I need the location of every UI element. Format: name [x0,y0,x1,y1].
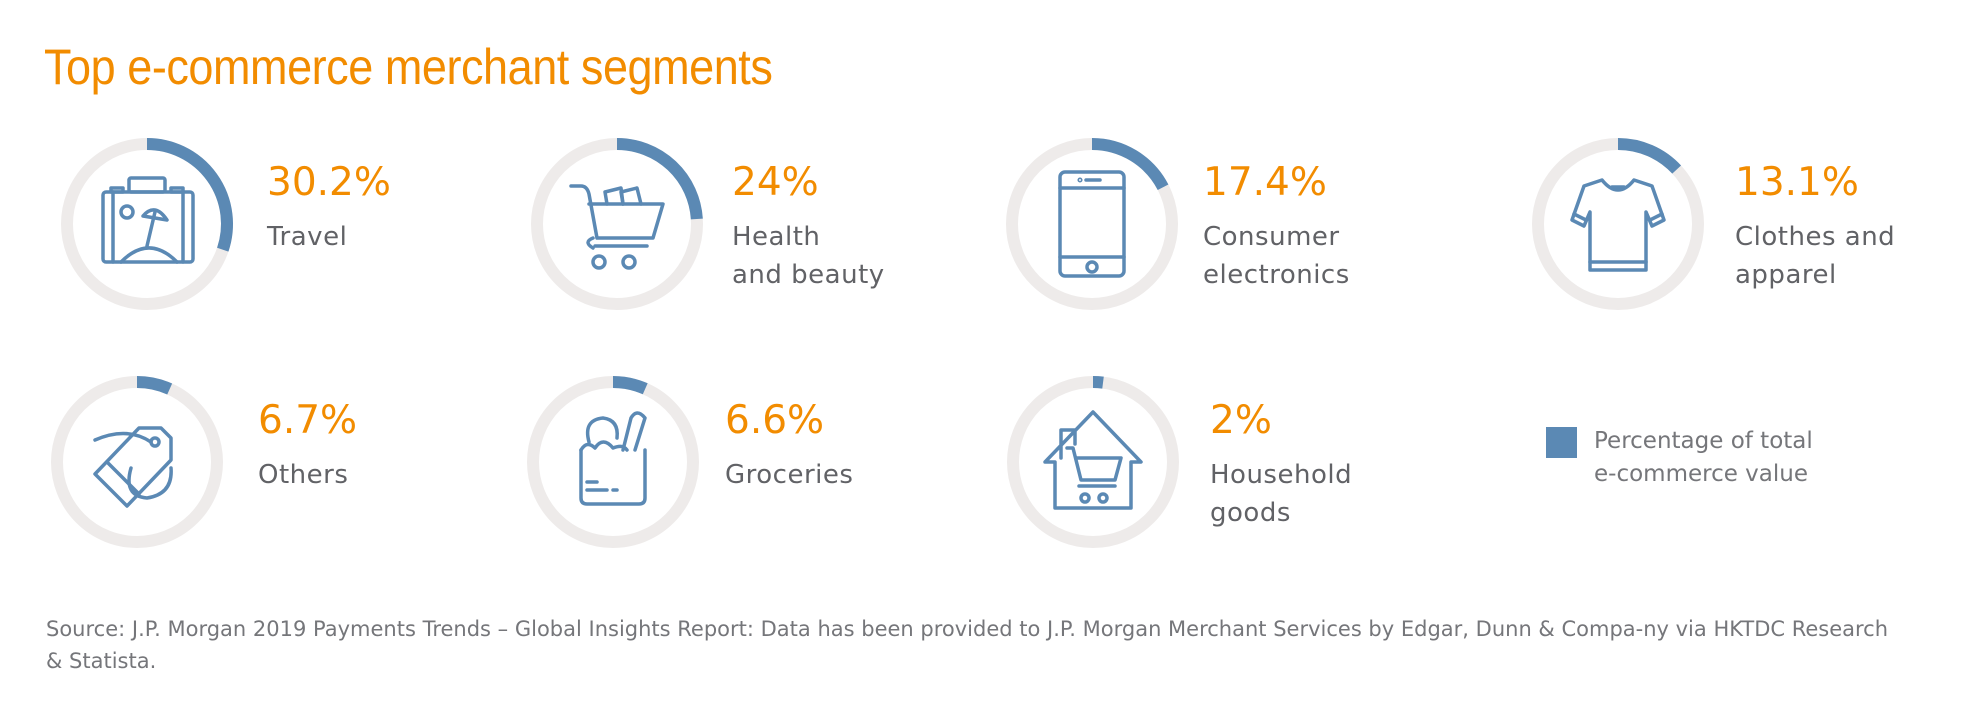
segment-label: Consumer electronics [1203,222,1350,290]
price-tag-icon [93,426,173,508]
segment-label: Groceries [725,460,854,490]
ring-chart-6 [527,376,699,548]
segment-label: Household goods [1210,460,1353,528]
ring-track [527,376,699,548]
segment-percent: 24% [732,160,819,205]
segment-percent: 2% [1210,398,1272,443]
ring-chart-7 [1007,376,1179,548]
segment-label: Travel [267,222,348,252]
ring-value-arc [146,138,233,252]
ring-value-arc [1092,376,1104,389]
legend-label: Percentage of total e-commerce value [1594,428,1813,487]
ring-chart-5 [51,376,223,548]
t-shirt-icon [1570,178,1666,272]
segment-percent: 6.7% [258,398,358,443]
segment-label: Others [258,460,349,490]
segment-percent: 13.1% [1735,160,1859,205]
ring-value-arc [1617,138,1682,174]
ring-chart-1 [61,138,233,310]
segment-label: Clothes and apparel [1735,222,1896,290]
smartphone-icon [1058,170,1126,278]
ring-value-arc [612,376,648,395]
house-cart-icon [1043,410,1143,510]
ring-value-arc [136,376,173,395]
segment-percent: 6.6% [725,398,825,443]
grocery-bag-icon [579,411,647,506]
ring-chart-3 [1006,138,1178,310]
segment-label: Health and beauty [732,222,885,290]
source-note: Source: J.P. Morgan 2019 Payments Trends… [46,617,1889,673]
segment-percent: 17.4% [1203,160,1327,205]
legend-swatch [1546,427,1577,458]
ring-track [1007,376,1179,548]
ring-chart-4 [1532,138,1704,310]
ring-track [51,376,223,548]
shopping-cart-icon [569,184,665,270]
ring-value-arc [1091,138,1169,191]
page-title: Top e-commerce merchant segments [44,39,773,95]
ring-chart-2 [531,138,703,310]
ring-value-arc [616,138,703,220]
segment-percent: 30.2% [267,160,391,205]
suitcase-beach-icon [101,176,195,264]
